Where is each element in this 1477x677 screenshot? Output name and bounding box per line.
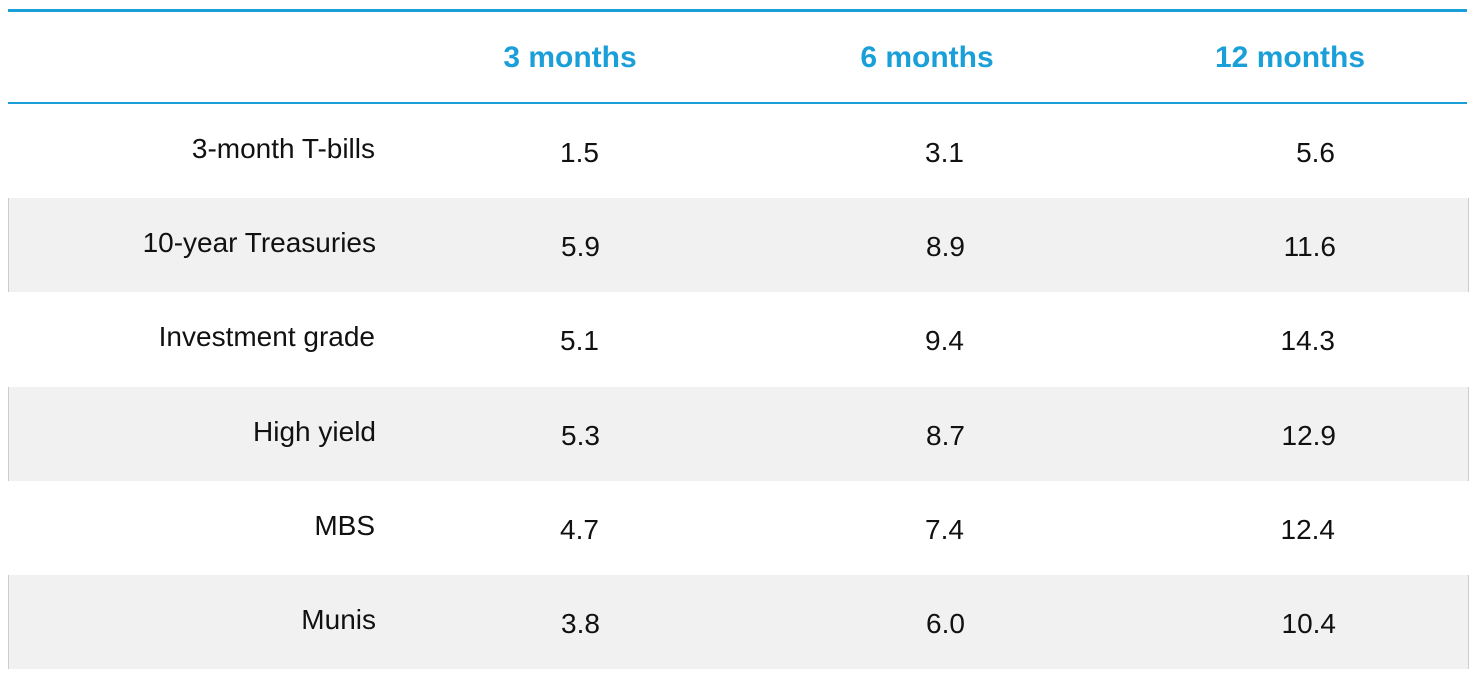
cell-value: 8.7 (926, 419, 965, 451)
cell-value: 12.9 (1281, 419, 1337, 451)
cell-value: 5.1 (560, 325, 599, 357)
cell-value: 5.6 (1296, 137, 1335, 168)
row-label: High yield (253, 415, 376, 447)
row-label: 10-year Treasuries (142, 227, 376, 259)
cell-value: 10.4 (1281, 608, 1337, 639)
table-row: Munis 3.8 6.0 10.4 (8, 575, 1469, 669)
column-header: 6 months (860, 41, 994, 74)
table-row: 10-year Treasuries 5.9 8.9 11.6 (8, 198, 1469, 293)
table-row: Investment grade 5.1 9.4 14.3 (8, 292, 1467, 387)
top-rule (8, 9, 1467, 12)
cell-value: 1.5 (560, 137, 599, 168)
row-label: Investment grade (158, 321, 375, 353)
cell-value: 11.6 (1283, 231, 1336, 263)
cell-value: 4.7 (560, 513, 599, 545)
cell-value: 3.1 (925, 137, 964, 168)
cell-value: 7.4 (925, 513, 964, 545)
cell-value: 14.3 (1280, 325, 1336, 357)
cell-value: 9.4 (925, 325, 964, 357)
row-label: Munis (301, 604, 376, 635)
table-row: 3-month T-bills 1.5 3.1 5.6 (8, 104, 1467, 198)
table-row: High yield 5.3 8.7 12.9 (8, 386, 1469, 481)
column-header: 3 months (503, 41, 637, 74)
cell-value: 12.4 (1280, 513, 1336, 545)
cell-value: 5.3 (561, 419, 600, 451)
cell-value: 6.0 (926, 608, 965, 639)
row-label: 3-month T-bills (191, 133, 375, 164)
cell-value: 5.9 (561, 231, 600, 263)
column-header: 12 months (1214, 41, 1366, 74)
row-label: MBS (314, 509, 375, 541)
cell-value: 8.9 (926, 231, 965, 263)
table-row: MBS 4.7 7.4 12.4 (8, 480, 1467, 575)
header-rule (8, 102, 1467, 105)
cell-value: 3.8 (561, 608, 600, 639)
